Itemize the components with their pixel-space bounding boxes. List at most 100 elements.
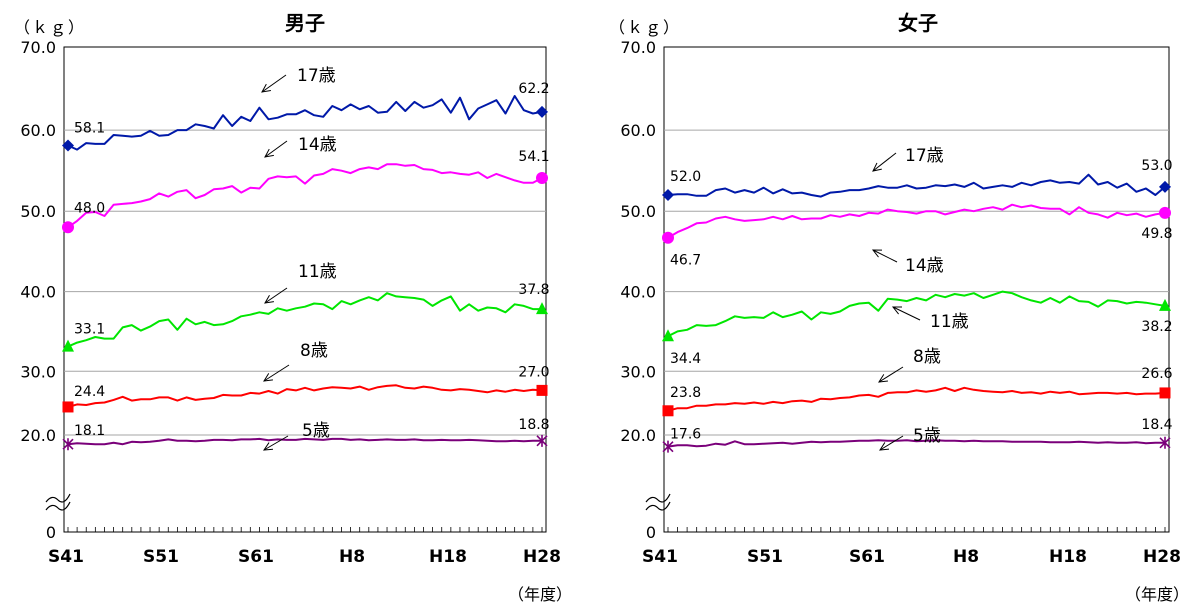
annotation-arrowhead: [872, 162, 882, 172]
x-tick-label: H28: [523, 547, 561, 567]
data-label-first: 52.0: [670, 169, 701, 185]
series-marker: [1159, 206, 1171, 219]
series-marker: [1159, 387, 1171, 399]
plot-frame: [663, 46, 1170, 533]
y-tick-label: 70.0: [20, 38, 56, 57]
series-marker: [536, 434, 548, 447]
chart-title: 男子: [285, 11, 325, 35]
annotation-arrowhead: [891, 306, 903, 315]
x-tick-label: H8: [339, 547, 365, 567]
x-tick-label: H18: [1049, 547, 1087, 567]
x-unit-label: （年度）: [1125, 585, 1189, 604]
chart-panel-2: 0 20.0 30.0 40.0 50.0 60.0 70.0 S41 S51 S61 H8 H18 H…: [609, 11, 1189, 604]
series-marker: [662, 405, 674, 417]
series-name-label: 8歳: [913, 347, 941, 367]
data-label-first: 46.7: [670, 253, 701, 269]
data-label-first: 17.6: [670, 427, 701, 443]
data-label-last: 18.4: [1141, 417, 1172, 433]
y-tick-label: 40.0: [20, 283, 56, 302]
data-label-last: 27.0: [518, 364, 549, 380]
annotation-arrow: [872, 152, 897, 172]
series-name-label: 11歳: [930, 312, 969, 332]
data-label-first: 34.4: [670, 351, 701, 367]
y-tick-label: 40.0: [620, 283, 656, 302]
data-label-last: 53.0: [1141, 158, 1172, 174]
annotation-arrowhead: [264, 148, 274, 158]
data-label-last: 37.8: [518, 282, 549, 298]
annotation-arrow: [264, 287, 288, 304]
series-marker: [62, 339, 74, 352]
series-line-4: [667, 439, 1165, 448]
annotation-arrow: [263, 364, 290, 382]
series-marker: [536, 105, 548, 118]
y-unit-label: （ｋｇ）: [609, 18, 681, 37]
data-label-last: 26.6: [1141, 366, 1172, 382]
y-tick-label: 70.0: [620, 38, 656, 57]
x-tick-label: H28: [1143, 547, 1181, 567]
annotation-arrowhead: [263, 373, 273, 382]
series-marker: [662, 231, 674, 244]
series-marker: [662, 329, 674, 342]
data-label-first: 23.8: [670, 385, 701, 401]
series-marker: [62, 438, 74, 451]
y-tick-label: 60.0: [620, 121, 656, 140]
annotation-arrow: [878, 366, 904, 383]
annotation-arrowhead: [264, 294, 274, 304]
series-marker: [1159, 436, 1171, 449]
series-name-label: 17歳: [905, 146, 944, 166]
data-label-first: 18.1: [74, 423, 105, 439]
series-marker: [1159, 180, 1171, 193]
y-tick-label: 20.0: [620, 426, 656, 445]
axis-break-symbol: [645, 493, 671, 511]
annotation-arrow: [879, 435, 904, 451]
series-name-label: 8歳: [300, 341, 328, 361]
x-tick-label: S41: [642, 547, 678, 567]
series-name-label: 5歳: [302, 421, 330, 441]
x-tick-label: S61: [849, 547, 885, 567]
y-tick-label: 30.0: [20, 362, 56, 381]
series-marker: [62, 221, 74, 234]
series-marker: [62, 139, 74, 152]
data-label-first: 24.4: [74, 384, 105, 400]
data-label-first: 58.1: [74, 121, 105, 137]
series-line-0: [667, 173, 1166, 198]
plot-frame: [63, 46, 547, 533]
series-line-1: [667, 203, 1166, 239]
axis-break-symbol: [45, 493, 71, 511]
x-tick-label: S41: [48, 547, 84, 567]
series-line-3: [667, 386, 1166, 412]
series-line-3: [67, 384, 543, 408]
series-name-label: 5歳: [913, 426, 941, 446]
annotation-arrow: [264, 140, 288, 158]
data-label-first: 48.0: [74, 200, 105, 216]
y-tick-label: 0: [646, 523, 656, 542]
x-tick-label: S51: [747, 547, 783, 567]
y-tick-label: 0: [46, 523, 56, 542]
series-marker: [536, 384, 548, 396]
data-label-last: 38.2: [1141, 319, 1172, 335]
x-unit-label: （年度）: [508, 585, 572, 604]
series-marker: [1159, 298, 1171, 311]
annotation-arrow: [263, 435, 289, 451]
data-label-last: 18.8: [518, 417, 549, 433]
annotation-arrowhead: [261, 83, 271, 93]
data-label-last: 54.1: [518, 149, 549, 165]
annotation-arrow: [872, 249, 898, 263]
chart-title: 女子: [898, 11, 938, 35]
series-line-2: [667, 290, 1166, 338]
series-line-0: [67, 95, 543, 151]
y-unit-label: （ｋｇ）: [14, 18, 86, 37]
annotation-arrowhead: [263, 442, 274, 451]
x-tick-label: S51: [143, 547, 179, 567]
series-name-label: 14歳: [298, 135, 337, 155]
series-name-label: 11歳: [298, 262, 337, 282]
annotation-arrow: [261, 74, 287, 93]
chart-panel-1: 0 20.0 30.0 40.0 50.0 60.0 70.0 S41 S51 S61 H8 H18 H…: [14, 11, 572, 604]
series-line-1: [67, 163, 543, 229]
x-tick-label: H8: [953, 547, 979, 567]
series-name-label: 17歳: [297, 66, 336, 86]
series-name-label: 14歳: [905, 256, 944, 276]
series-line-2: [67, 292, 542, 348]
